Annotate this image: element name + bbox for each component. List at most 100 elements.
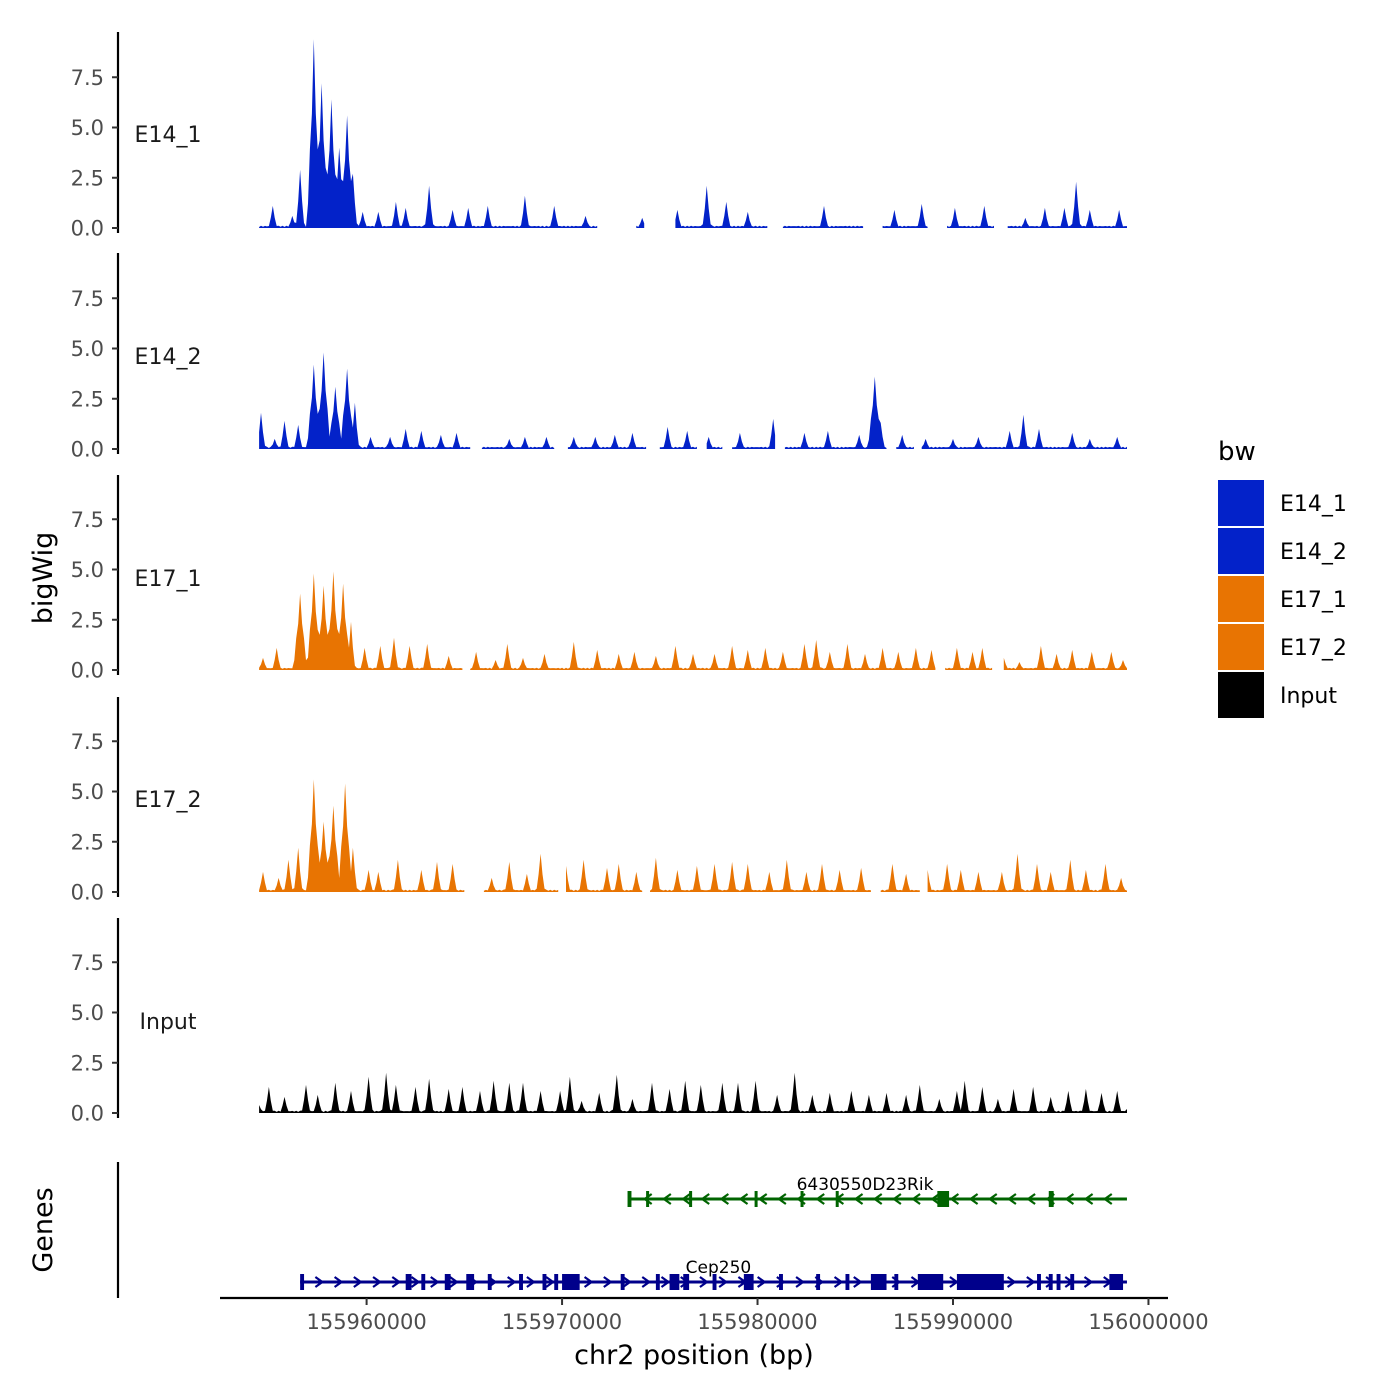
x-tick-label: 155980000 [697, 1310, 817, 1334]
exon [870, 1274, 887, 1290]
legend-label-E14_2: E14_2 [1280, 540, 1347, 565]
strand-arrow [391, 1276, 402, 1288]
strand-arrow [718, 1276, 729, 1288]
signal-area-E14_1 [636, 217, 645, 228]
y-tick-label: 0.0 [71, 217, 104, 241]
exon [627, 1191, 632, 1207]
signal-area-E17_2 [483, 853, 559, 892]
exon [444, 1274, 451, 1290]
strand-arrow [526, 1276, 536, 1288]
signal-area-E14_2 [706, 436, 723, 449]
legend-swatch-E14_1 [1218, 480, 1264, 526]
strand-arrow [700, 1193, 710, 1205]
strand-arrow [968, 1193, 979, 1205]
coverage-tracks: 0.0 2.5 5.0 7.5 E14_1 0.0 2.5 5.0 7.5 E14_2 0.0 2.5… [71, 32, 1128, 1126]
signal-area-E14_1 [882, 203, 928, 228]
strand-arrow [795, 1276, 805, 1288]
signal-area-E14_2 [659, 426, 697, 449]
strand-arrow [1045, 1276, 1055, 1288]
signal-area-E17_1 [470, 639, 936, 670]
signal-area-E14_1 [782, 205, 864, 228]
strand-arrow [430, 1276, 440, 1288]
track-label-E14_1: E14_1 [135, 123, 202, 148]
exon [1056, 1274, 1061, 1290]
y-tick-label: 5.0 [71, 116, 104, 140]
y-tick-label: 2.5 [71, 830, 104, 854]
exon [405, 1274, 412, 1290]
exon [754, 1191, 758, 1207]
track-label-E14_2: E14_2 [135, 345, 202, 370]
gene-6430550D23Rik: 6430550D23Rik [627, 1175, 1127, 1207]
exon [1048, 1191, 1054, 1207]
track-E17_2: 0.0 2.5 5.0 7.5 E17_2 [71, 697, 1127, 905]
y-axis-title: bigWig [28, 532, 59, 625]
strand-arrow [314, 1276, 325, 1288]
exon [835, 1191, 839, 1207]
y-tick-label: 7.5 [71, 66, 104, 90]
strand-arrow [833, 1276, 844, 1288]
strand-arrow [719, 1193, 730, 1205]
strand-arrow [641, 1276, 652, 1288]
strand-arrow [892, 1193, 902, 1205]
strand-arrow [930, 1193, 940, 1205]
signal-area-E14_1 [675, 185, 768, 228]
strand-arrow [911, 1193, 921, 1205]
signal-area-E14_2 [259, 352, 471, 449]
x-axis: 155960000 155970000 155980000 155990000 1560… [220, 1296, 1209, 1334]
strand-arrow [1006, 1276, 1017, 1288]
x-tick-label: 156000000 [1088, 1310, 1208, 1334]
exon [562, 1274, 580, 1290]
track-label-E17_1: E17_1 [135, 567, 202, 592]
signal-area-E17_2 [880, 863, 920, 892]
exon [683, 1274, 690, 1290]
signal-area-E14_1 [1007, 181, 1127, 228]
x-tick-label: 155960000 [306, 1310, 426, 1334]
strand-arrow [603, 1276, 613, 1288]
exon [554, 1274, 559, 1290]
strand-arrow [1064, 1193, 1075, 1205]
exon [542, 1274, 547, 1290]
y-tick-label: 5.0 [71, 1001, 104, 1025]
legend-swatch-E14_2 [1218, 528, 1264, 574]
strand-arrow [449, 1276, 459, 1288]
strand-arrow [1102, 1193, 1113, 1205]
exon [689, 1191, 693, 1207]
y-tick-label: 0.0 [71, 438, 104, 462]
signal-area-E17_1 [259, 571, 463, 670]
signal-area-E14_1 [259, 39, 598, 228]
exon [519, 1274, 523, 1290]
signal-area-E14_2 [896, 434, 914, 449]
signal-area-E17_2 [650, 857, 871, 892]
y-tick-label: 0.0 [71, 881, 104, 905]
signal-area-E17_1 [1003, 645, 1127, 670]
gene-Cep250: Cep250 [300, 1258, 1127, 1290]
signal-area-E14_2 [784, 376, 887, 449]
legend-swatch-E17_1 [1218, 576, 1264, 622]
strand-arrow [507, 1276, 517, 1288]
y-tick-label: 0.0 [71, 1102, 104, 1126]
gene-name-label: Cep250 [686, 1258, 752, 1278]
exon [620, 1274, 625, 1290]
signal-area-E17_2 [259, 779, 465, 892]
y-tick-label: 5.0 [71, 780, 104, 804]
y-tick-label: 2.5 [71, 387, 104, 411]
track-E17_1: 0.0 2.5 5.0 7.5 E17_1 [71, 475, 1127, 683]
exon [937, 1191, 950, 1207]
strand-arrow [1007, 1193, 1017, 1205]
exon [300, 1274, 305, 1290]
y-tick-label: 7.5 [71, 730, 104, 754]
legend: bw E14_1 E14_2 E17_1 E17_2 Input [1218, 437, 1347, 718]
legend-label-Input: Input [1280, 684, 1337, 709]
strand-arrow [353, 1276, 363, 1288]
strand-arrow [738, 1193, 749, 1205]
exon [669, 1274, 680, 1290]
legend-swatch-E17_2 [1218, 624, 1264, 670]
strand-arrow [1083, 1193, 1094, 1205]
x-tick-label: 155990000 [893, 1310, 1013, 1334]
y-tick-label: 7.5 [71, 951, 104, 975]
strand-arrow [987, 1193, 998, 1205]
y-tick-label: 7.5 [71, 508, 104, 532]
gene-name-label: 6430550D23Rik [797, 1175, 934, 1195]
strand-arrow [872, 1193, 883, 1205]
strand-arrow [661, 1193, 672, 1205]
